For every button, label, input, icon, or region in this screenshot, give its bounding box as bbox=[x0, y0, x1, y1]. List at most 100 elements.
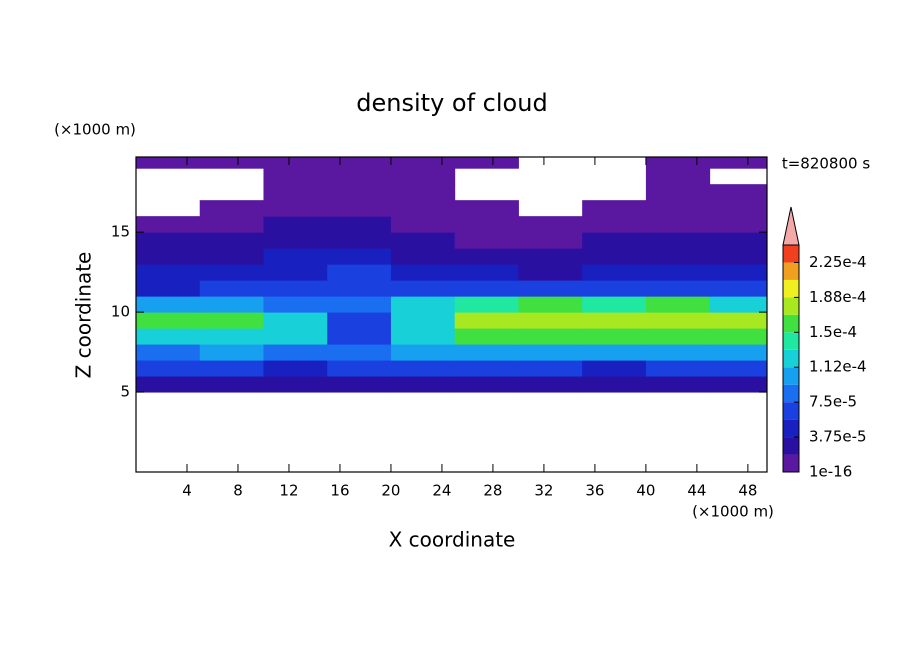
colorbar-band bbox=[783, 367, 799, 385]
x-tick-label: 32 bbox=[534, 482, 553, 500]
contour-cell bbox=[263, 200, 328, 217]
contour-cell bbox=[263, 216, 328, 233]
contour-cell bbox=[263, 184, 328, 201]
contour-cell bbox=[199, 216, 264, 233]
contour-cell bbox=[390, 168, 456, 185]
contour-cell bbox=[709, 248, 767, 265]
colorbar-band bbox=[783, 402, 799, 420]
contour-cell bbox=[263, 168, 328, 185]
contour-cell bbox=[454, 280, 519, 297]
contour-cell bbox=[199, 280, 264, 297]
contour-cell bbox=[454, 376, 519, 393]
contour-cell bbox=[518, 264, 583, 281]
contour-cell bbox=[199, 328, 264, 345]
contour-cell bbox=[645, 248, 711, 265]
contour-cell bbox=[327, 344, 392, 361]
contour-cell bbox=[390, 232, 456, 249]
plot-frame bbox=[135, 156, 768, 473]
contour-cell bbox=[136, 264, 201, 281]
contour-cell bbox=[645, 264, 711, 281]
contour-cell bbox=[263, 312, 328, 329]
contour-cell bbox=[645, 184, 711, 201]
contour-cell bbox=[518, 312, 583, 329]
contour-cell bbox=[263, 248, 328, 265]
contour-cell bbox=[390, 360, 456, 377]
contour-cell bbox=[454, 216, 519, 233]
contour-cell bbox=[199, 376, 264, 393]
x-tick-label: 28 bbox=[483, 482, 502, 500]
contour-cell bbox=[582, 360, 647, 377]
contour-cell bbox=[136, 280, 201, 297]
colorbar-band bbox=[783, 349, 799, 368]
contour-cell bbox=[645, 280, 711, 297]
contour-cell bbox=[136, 312, 201, 329]
contour-cell bbox=[645, 312, 711, 329]
contour-cell bbox=[709, 200, 767, 217]
contour-cell bbox=[390, 216, 456, 233]
x-tick-label: 48 bbox=[738, 482, 757, 500]
contour-cell bbox=[327, 312, 392, 329]
contour-cell bbox=[454, 344, 519, 361]
contour-cell bbox=[390, 344, 456, 361]
contour-cell bbox=[327, 360, 392, 377]
contour-cell bbox=[327, 328, 392, 345]
contour-cell bbox=[454, 200, 519, 217]
contour-cell bbox=[263, 232, 328, 249]
contour-cell bbox=[327, 168, 392, 185]
contour-cell bbox=[582, 376, 647, 393]
contour-cell bbox=[327, 157, 392, 169]
contour-cell bbox=[454, 264, 519, 281]
contour-cell bbox=[390, 248, 456, 265]
contour-cell bbox=[454, 248, 519, 265]
contour-cell bbox=[645, 296, 711, 313]
x-tick-label: 12 bbox=[279, 482, 298, 500]
x-tick-label: 24 bbox=[432, 482, 451, 500]
contour-cell bbox=[263, 157, 328, 169]
contour-cell bbox=[136, 328, 201, 345]
contour-cell bbox=[582, 232, 647, 249]
colorbar-tick-label: 1e-16 bbox=[809, 463, 852, 481]
colorbar-band bbox=[783, 279, 799, 298]
colorbar-tick-label: 1.12e-4 bbox=[809, 358, 867, 376]
colorbar-band bbox=[783, 245, 799, 263]
contour-cell bbox=[709, 264, 767, 281]
contour-cell bbox=[136, 344, 201, 361]
x-tick-label: 4 bbox=[182, 482, 192, 500]
colorbar-tick-label: 3.75e-5 bbox=[809, 428, 867, 446]
x-unit: (×1000 m) bbox=[692, 503, 774, 521]
contour-cell bbox=[518, 248, 583, 265]
colorbar-band bbox=[783, 297, 799, 315]
contour-cell bbox=[709, 360, 767, 377]
contour-cell bbox=[263, 360, 328, 377]
contour-cell bbox=[518, 360, 583, 377]
contour-cell bbox=[390, 264, 456, 281]
y-tick-label: 10 bbox=[111, 303, 130, 321]
contour-cell bbox=[327, 376, 392, 393]
contour-cell bbox=[709, 376, 767, 393]
contour-cell bbox=[390, 184, 456, 201]
colorbar-band bbox=[783, 437, 799, 455]
contour-cell bbox=[645, 157, 711, 169]
colorbar-band bbox=[783, 384, 799, 403]
contour-cell bbox=[454, 296, 519, 313]
colorbar-band bbox=[783, 314, 799, 333]
contour-cell bbox=[518, 232, 583, 249]
contour-cell bbox=[390, 376, 456, 393]
y-unit: (×1000 m) bbox=[54, 121, 136, 139]
contour-cell bbox=[582, 216, 647, 233]
x-tick-label: 44 bbox=[687, 482, 706, 500]
contour-cell bbox=[582, 328, 647, 345]
contour-cell bbox=[645, 376, 711, 393]
contour-cell bbox=[327, 200, 392, 217]
contour-cell bbox=[709, 232, 767, 249]
x-axis-label: X coordinate bbox=[389, 528, 516, 552]
contour-cell bbox=[263, 280, 328, 297]
colorbar-band bbox=[783, 419, 799, 438]
colorbar-tick-label: 2.25e-4 bbox=[809, 253, 867, 271]
contour-cell bbox=[199, 360, 264, 377]
contour-cell bbox=[709, 312, 767, 329]
colorbar-band bbox=[783, 454, 799, 472]
colorbar-tick-label: 1.5e-4 bbox=[809, 323, 857, 341]
contour-cell bbox=[645, 360, 711, 377]
